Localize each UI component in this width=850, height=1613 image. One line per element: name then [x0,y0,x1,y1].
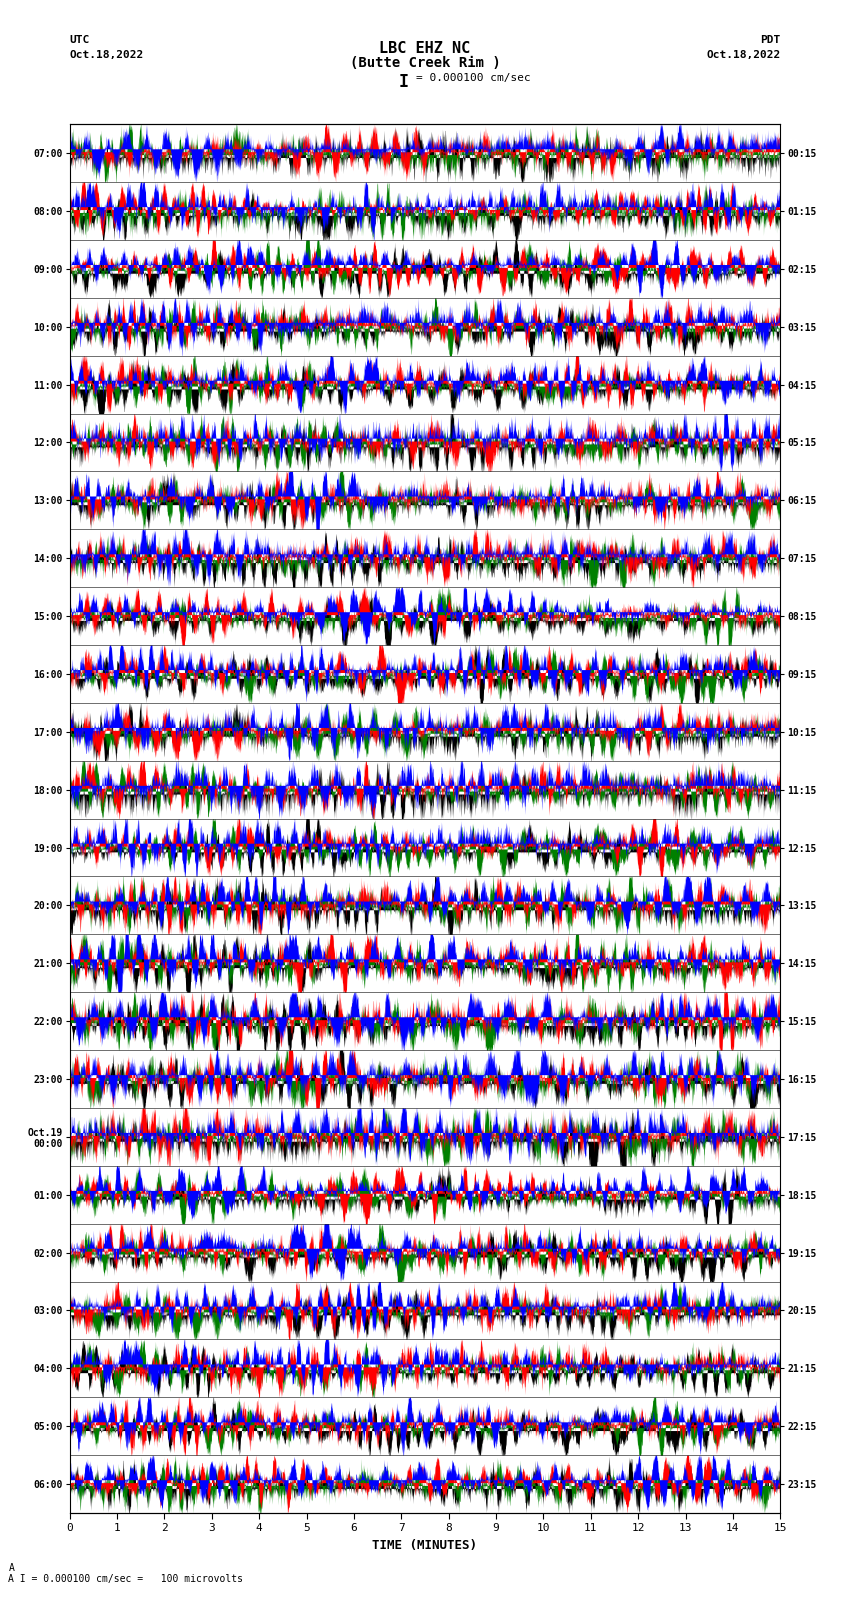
Text: (Butte Creek Rim ): (Butte Creek Rim ) [349,56,501,71]
Text: PDT: PDT [760,35,780,45]
Text: Oct.18,2022: Oct.18,2022 [706,50,780,60]
Text: Oct.18,2022: Oct.18,2022 [70,50,144,60]
Text: I: I [399,73,409,90]
X-axis label: TIME (MINUTES): TIME (MINUTES) [372,1539,478,1552]
Text: A I = 0.000100 cm/sec =   100 microvolts: A I = 0.000100 cm/sec = 100 microvolts [8,1574,243,1584]
Text: UTC: UTC [70,35,90,45]
Text: A: A [8,1563,14,1573]
Text: = 0.000100 cm/sec: = 0.000100 cm/sec [416,73,531,82]
Text: LBC EHZ NC: LBC EHZ NC [379,40,471,56]
